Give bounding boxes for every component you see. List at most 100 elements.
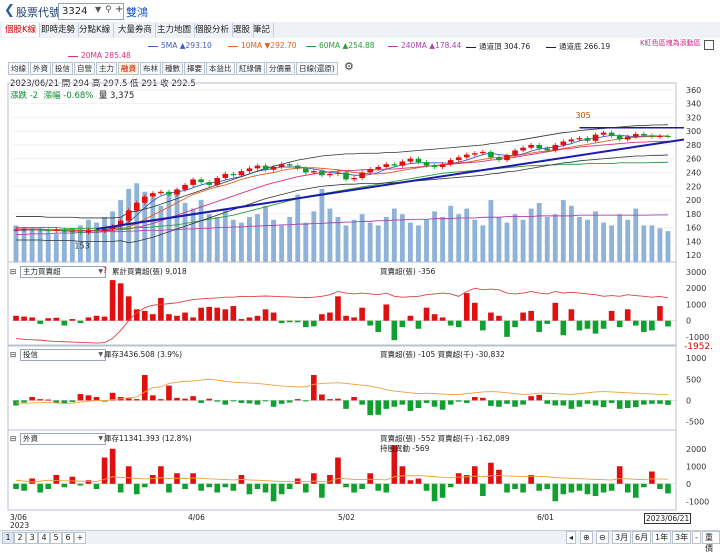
tab-stock-analysis[interactable]: 個股分析	[192, 23, 234, 37]
toolbar-redgreen[interactable]: 紅綠價	[236, 62, 265, 75]
page-2[interactable]: 2	[14, 532, 26, 544]
price-tick-label: 360	[686, 86, 701, 95]
panel1-help[interactable]: ?	[103, 266, 107, 275]
volume-bar	[118, 200, 124, 262]
date-label-2: 5/02	[338, 513, 355, 522]
toolbar-ma[interactable]: 均線	[8, 62, 29, 75]
gear-icon[interactable]: ⚙	[344, 60, 354, 73]
zoom-in-icon[interactable]: ⊕	[580, 531, 593, 544]
volume-bar	[609, 225, 615, 262]
stock-code-value[interactable]: 3324	[62, 6, 88, 17]
p2-bar	[439, 400, 446, 410]
panel1-selector-value[interactable]: 主力買賣超	[23, 267, 61, 276]
chevron-down-icon[interactable]: ▼	[98, 351, 103, 358]
p1-bar	[343, 315, 349, 321]
low-annotation: 153	[74, 241, 89, 250]
panel2-close-icon[interactable]: ⊟	[10, 350, 17, 359]
panel3-selector-value[interactable]: 外資	[23, 434, 38, 443]
page-5[interactable]: 5	[50, 532, 62, 544]
tab-screener[interactable]: 選股	[230, 23, 255, 37]
tab-branch-kline[interactable]: 分點K線	[76, 23, 115, 37]
panel3-selector[interactable]: 外資 ▼	[20, 433, 106, 445]
p1-bar	[375, 320, 382, 333]
back-icon[interactable]: ❮	[4, 3, 15, 18]
toolbar-trust[interactable]: 投信	[52, 62, 73, 75]
candle-body	[93, 230, 100, 232]
p3-bar	[616, 466, 623, 484]
toolbar-bollinger[interactable]: 布林	[140, 62, 161, 75]
page-1[interactable]: 1	[2, 532, 14, 544]
stock-code-input[interactable]: 3324 ▼ ⚲ +	[58, 3, 124, 20]
p1-bar	[262, 309, 269, 321]
page-6[interactable]: 6	[62, 532, 74, 544]
range-6m[interactable]: 6月	[632, 531, 652, 544]
toolbar-dealer[interactable]: 自營	[74, 62, 95, 75]
page-4[interactable]: 4	[38, 532, 50, 544]
candle-body	[665, 136, 671, 138]
p3-bar	[552, 483, 559, 502]
panel1-edge-value: -1952.	[684, 342, 714, 352]
scroll-left-icon[interactable]: ◂	[566, 531, 577, 544]
search-icon[interactable]: ⚲	[105, 5, 112, 15]
volume-bar	[351, 219, 357, 262]
p1-bar	[45, 318, 52, 321]
volume-bar	[319, 188, 325, 262]
p3-bar	[262, 483, 269, 493]
p3-bar	[61, 483, 68, 488]
p2-bar	[592, 400, 599, 406]
p1-bar	[560, 320, 567, 336]
toolbar-margin[interactable]: 融資	[118, 62, 139, 75]
panel2-legend-inv: 庫存3436.508 (3.9%)	[104, 350, 183, 359]
p2-bar	[230, 400, 237, 402]
chevron-down-icon[interactable]: ▼	[95, 5, 102, 14]
toolbar-types[interactable]: 種數	[162, 62, 183, 75]
p2-bar	[190, 396, 196, 401]
toolbar-summary[interactable]: 擇要	[184, 62, 205, 75]
price-tick-label: 220	[686, 182, 701, 191]
chevron-down-icon[interactable]: ▼	[98, 435, 103, 442]
p3-bar	[286, 483, 293, 489]
toolbar-price-volume[interactable]: 分價量	[266, 62, 295, 75]
add-icon[interactable]: +	[115, 4, 124, 15]
candle-body	[141, 196, 148, 203]
candle-body	[439, 164, 446, 167]
range-1y[interactable]: 1年	[652, 531, 672, 544]
chevron-down-icon[interactable]: ▼	[98, 268, 103, 275]
p2-bar	[158, 399, 164, 401]
range-3y[interactable]: 3年	[672, 531, 692, 544]
price-tick-label: 120	[686, 251, 701, 260]
stock-name: 雙鴻	[126, 6, 148, 19]
p2-bar	[174, 397, 180, 401]
toolbar-foreign[interactable]: 外資	[30, 62, 51, 75]
panel1-selector[interactable]: 主力買賣超 ▼	[20, 266, 106, 278]
p1-bar	[544, 320, 551, 324]
tab-major-map[interactable]: 主力地圖	[154, 23, 196, 37]
page-add[interactable]: +	[74, 532, 86, 544]
range-3m[interactable]: 3月	[612, 531, 632, 544]
panel2-selector[interactable]: 投信 ▼	[20, 349, 106, 361]
candle-body	[391, 164, 398, 166]
candle-body	[117, 220, 124, 227]
p1-bar	[576, 320, 583, 331]
minimize-icon[interactable]	[704, 40, 714, 50]
tab-realtime[interactable]: 即時走勢	[38, 23, 80, 37]
p2-tick-label: -500	[686, 418, 704, 427]
range-minus[interactable]: -	[692, 531, 701, 544]
volume-bar	[424, 219, 429, 262]
panel2-selector-value[interactable]: 投信	[23, 350, 38, 359]
panel3-close-icon[interactable]: ⊟	[10, 434, 17, 443]
tab-big-brokers[interactable]: 大量券商	[115, 23, 157, 37]
toolbar-pe[interactable]: 本益比	[206, 62, 235, 75]
toolbar-period-select[interactable]: 日線(還原)	[296, 62, 338, 75]
page-3[interactable]: 3	[26, 532, 38, 544]
tab-kline[interactable]: 個股K線	[2, 23, 41, 37]
candle-body	[190, 179, 196, 185]
volume-bar	[649, 225, 655, 262]
zoom-out-icon[interactable]: ⊖	[596, 531, 609, 544]
p1-bar	[61, 320, 68, 326]
p1-bar	[101, 316, 108, 321]
tab-notes[interactable]: 筆記	[250, 23, 275, 37]
panel1-close-icon[interactable]: ⊟	[10, 267, 17, 276]
toolbar-major[interactable]: 主力	[96, 62, 117, 75]
reset-button[interactable]: 重價	[702, 531, 720, 553]
